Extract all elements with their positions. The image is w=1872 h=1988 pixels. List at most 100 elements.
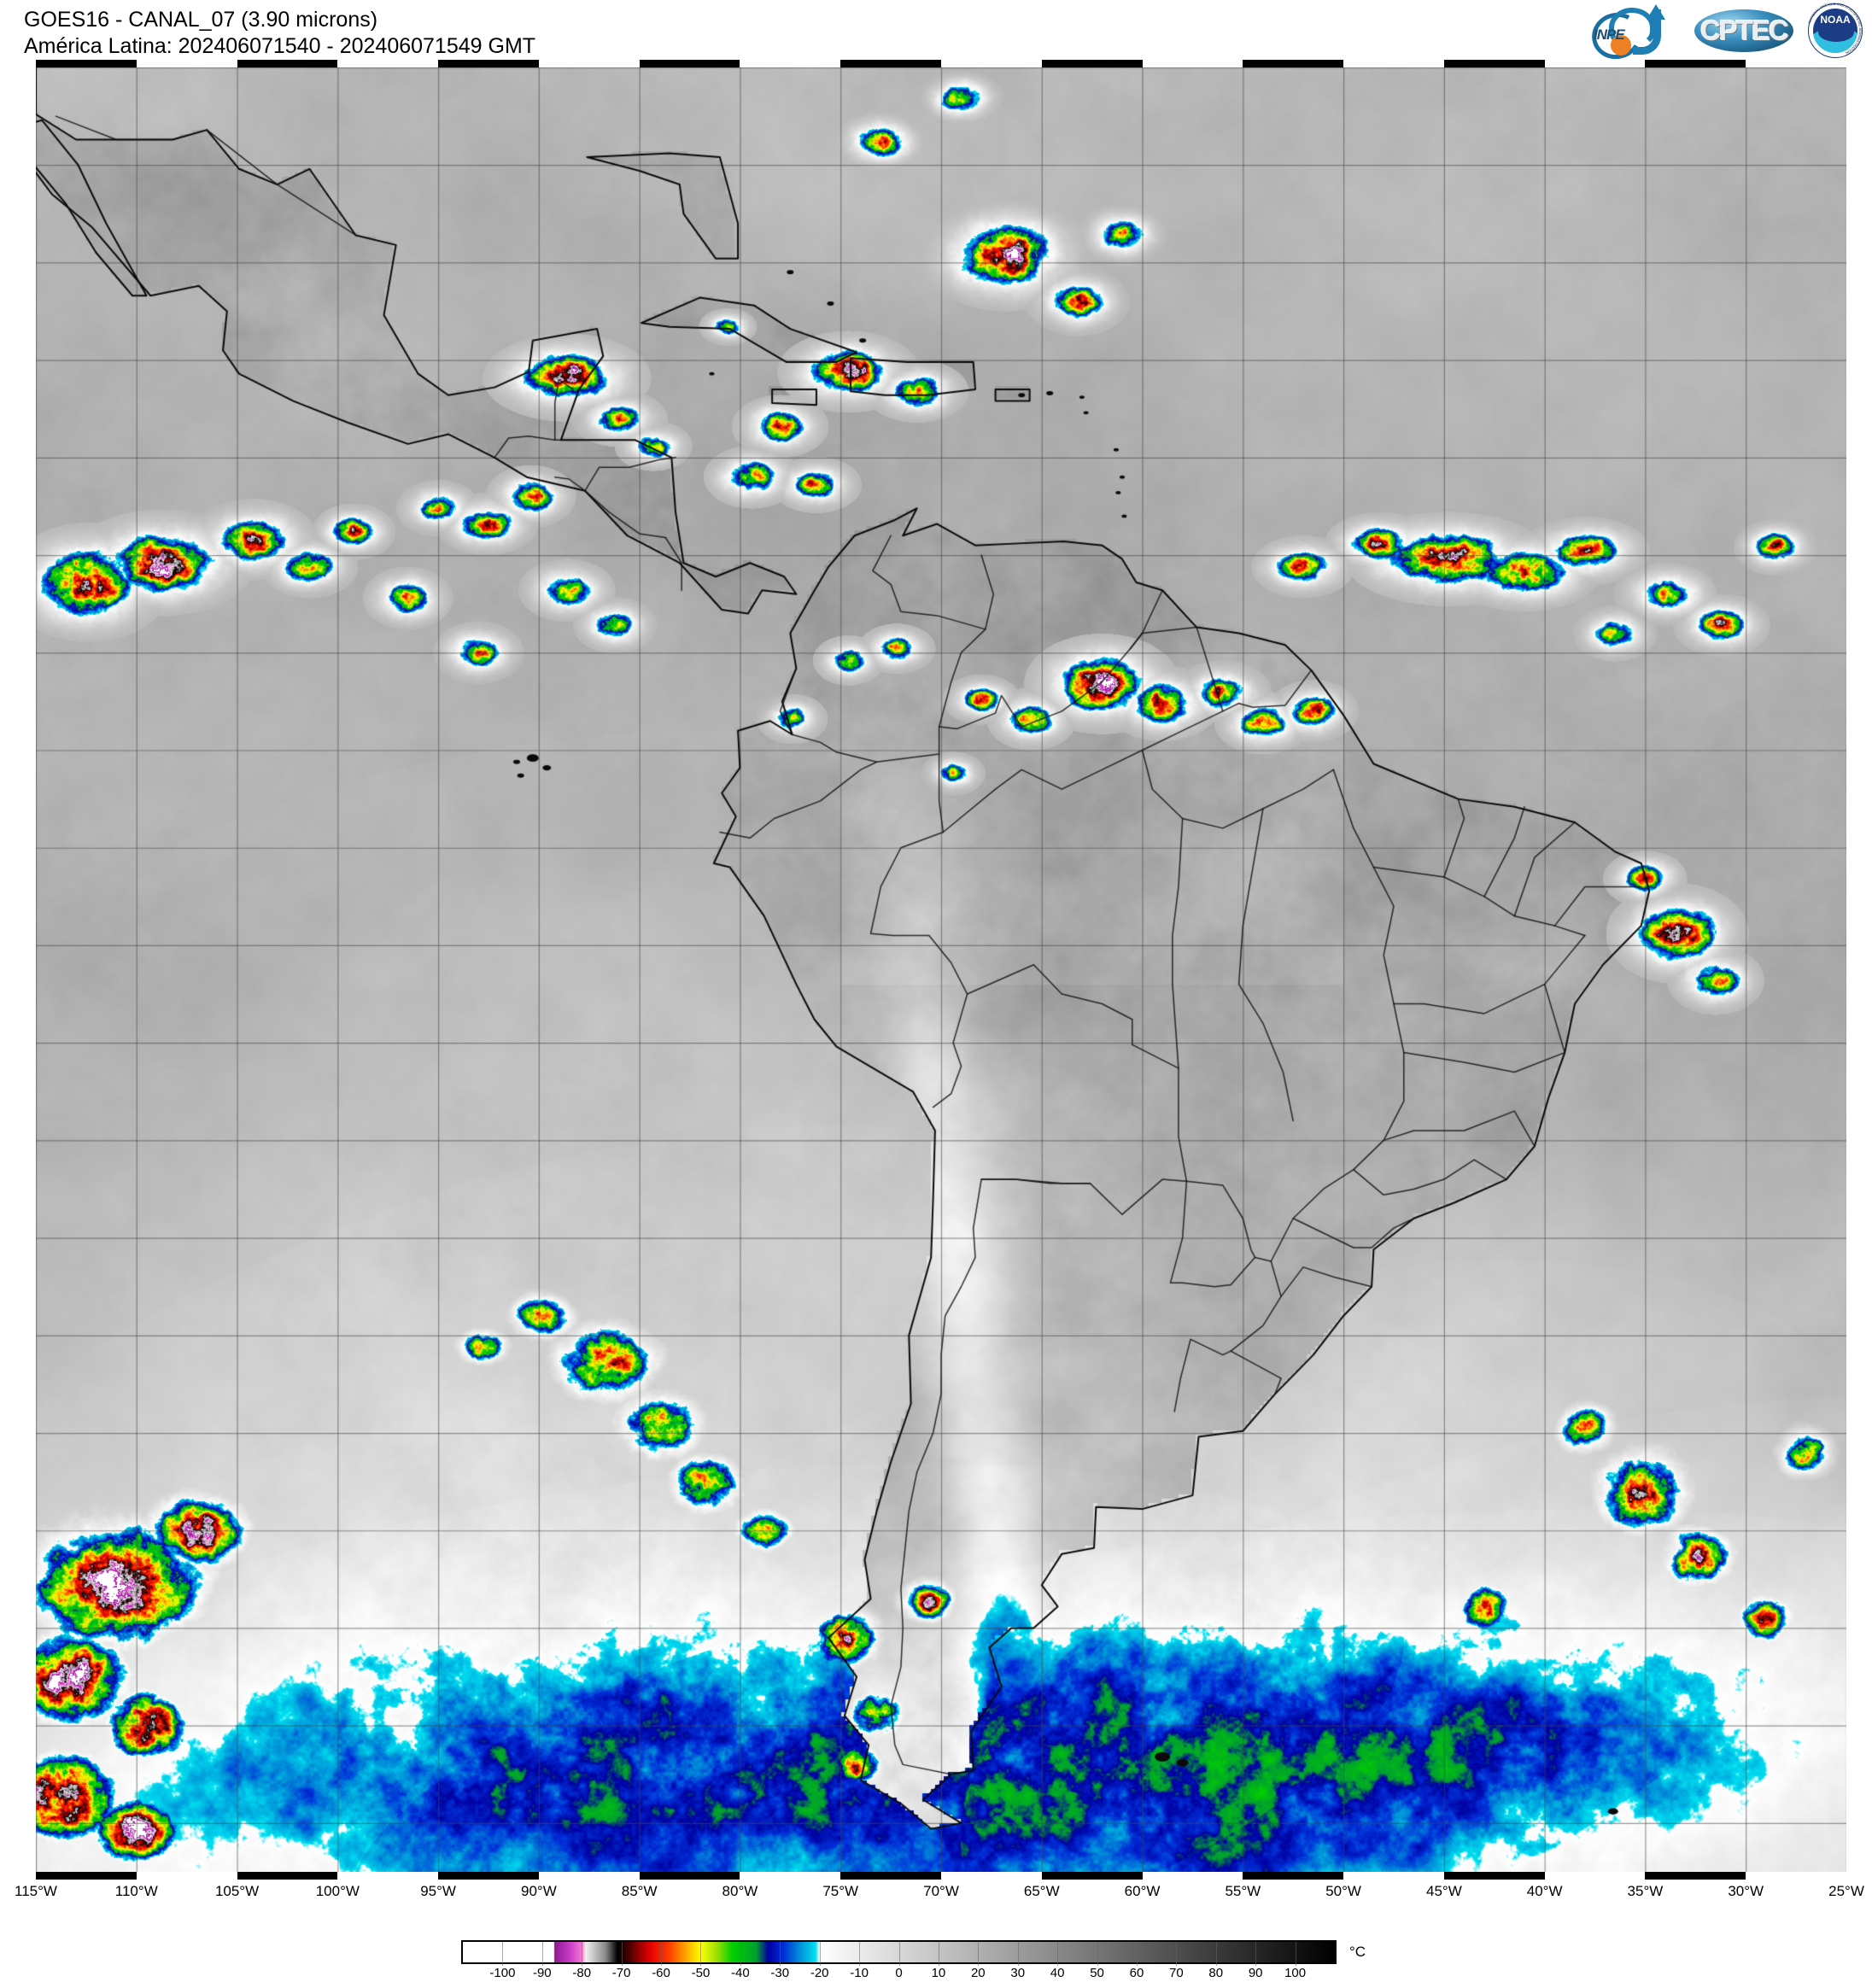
axis-tick-segment: [1041, 60, 1143, 67]
colorbar-gridline: [740, 1942, 741, 1966]
colorbar-gridline: [1136, 1942, 1138, 1966]
colorbar-gridline: [1097, 1942, 1098, 1966]
colorbar-tick: 20: [970, 1966, 986, 1980]
lon-tick-label: 105°W: [214, 1883, 260, 1899]
colorbar-tick: -60: [652, 1966, 670, 1980]
lon-tick-label: 75°W: [822, 1883, 859, 1899]
colorbar-gridline: [859, 1942, 861, 1966]
lon-tick-label: 35°W: [1627, 1883, 1664, 1899]
inpe-logo-text: INPE: [1594, 26, 1625, 43]
product-title: GOES16 - CANAL_07 (3.90 microns): [24, 8, 378, 32]
axis-tick-segment: [840, 1872, 941, 1880]
noaa-ring-text-icon: NATIONAL OCEANIC AND ATMOSPHERIC ADMINIS…: [1807, 3, 1862, 56]
cptec-globe-icon: [1694, 9, 1793, 52]
axis-tick-segment: [438, 1872, 539, 1880]
lon-tick-label: 70°W: [923, 1883, 959, 1899]
colorbar-tick: 0: [895, 1966, 903, 1980]
colorbar-tick: 60: [1129, 1966, 1144, 1980]
colorbar-gridline: [1057, 1942, 1059, 1966]
lon-tick-label: 25°W: [1828, 1883, 1864, 1899]
product-subtitle: América Latina: 202406071540 - 202406071…: [24, 34, 536, 58]
axis-tick-segment: [1041, 1872, 1143, 1880]
colorbar-tick: 40: [1050, 1966, 1065, 1980]
colorbar-tick: -20: [810, 1966, 829, 1980]
noaa-seagull-icon: [1818, 23, 1854, 42]
lon-tick-label: 115°W: [15, 1883, 57, 1899]
lon-tick-label: 30°W: [1728, 1883, 1764, 1899]
lon-tick-label: 55°W: [1225, 1883, 1261, 1899]
axis-tick-segment: [36, 1872, 137, 1880]
colorbar-gridline: [819, 1942, 821, 1966]
colorbar-tick: -10: [850, 1966, 869, 1980]
colorbar-gridline: [700, 1942, 702, 1966]
colorbar-tick: 100: [1284, 1966, 1307, 1980]
colorbar-tick: -90: [532, 1966, 552, 1980]
colorbar-tick: 10: [931, 1966, 946, 1980]
satellite-map[interactable]: [24, 60, 1858, 1880]
satellite-image: [36, 67, 1846, 1872]
logo-group: INPE CPTEC NOAA NATIONAL OCEANIC AND ATM…: [1587, 2, 1863, 65]
colorbar-tick: -50: [691, 1966, 711, 1980]
colorbar-tick: -30: [770, 1966, 790, 1980]
colorbar-tick: 90: [1248, 1966, 1263, 1980]
colorbar-legend: °C -100 -90 -80 -70 -60 -50 -40 -30 -20 -10 0 10 20 3…: [0, 1937, 1872, 1988]
lon-tick-label: 65°W: [1023, 1883, 1060, 1899]
noaa-outer-circle-icon: NOAA: [1808, 3, 1863, 58]
axis-tick-segment: [237, 1872, 338, 1880]
header-bar: GOES16 - CANAL_07 (3.90 microns) América…: [0, 0, 1872, 65]
colorbar-gridline: [1255, 1942, 1257, 1966]
map-tick-border-bottom: [36, 1872, 1846, 1880]
map-tick-border-top: [36, 60, 1846, 67]
lon-tick-label: 90°W: [520, 1883, 557, 1899]
axis-tick-segment: [1443, 1872, 1545, 1880]
colorbar-gridline: [780, 1942, 781, 1966]
colorbar-gridline: [898, 1942, 900, 1966]
colorbar-tick: -100: [489, 1966, 516, 1980]
cptec-logo: CPTEC: [1693, 3, 1795, 57]
lon-tick-label: 80°W: [722, 1883, 758, 1899]
inpe-dot-icon: [1611, 35, 1631, 56]
colorbar-tick: 30: [1010, 1966, 1026, 1980]
axis-tick-segment: [639, 60, 740, 67]
lon-tick-label: 110°W: [114, 1883, 158, 1899]
axis-tick-segment: [237, 60, 338, 67]
lon-tick-label: 85°W: [621, 1883, 658, 1899]
axis-tick-segment: [438, 60, 539, 67]
colorbar-gridline: [621, 1942, 623, 1966]
colorbar-tick: 50: [1090, 1966, 1104, 1980]
axis-tick-segment: [36, 60, 137, 67]
colorbar-tick: -40: [731, 1966, 750, 1980]
axis-tick-segment: [1645, 60, 1746, 67]
inpe-arrow-icon: [1633, 9, 1661, 55]
noaa-logo-text: NOAA: [1820, 14, 1851, 26]
noaa-inner-circle-icon: [1813, 9, 1857, 53]
colorbar-gridline: [1017, 1942, 1019, 1966]
cptec-logo-text: CPTEC: [1700, 15, 1789, 46]
colorbar-gridline: [1176, 1942, 1178, 1966]
axis-tick-segment: [1243, 1872, 1344, 1880]
colorbar-tick-labels: -100 -90 -80 -70 -60 -50 -40 -30 -20 -10 0 10 20 30 40…: [461, 1966, 1337, 1986]
colorbar-tick: -80: [572, 1966, 592, 1980]
colorbar-box: [461, 1940, 1337, 1966]
noaa-logo: NOAA NATIONAL OCEANIC AND ATMOSPHERIC AD…: [1807, 3, 1863, 58]
axis-tick-segment: [1645, 1872, 1746, 1880]
map-image-frame: [36, 67, 1846, 1872]
svg-text:NATIONAL OCEANIC AND ATMOSPHER: NATIONAL OCEANIC AND ATMOSPHERIC ADMINIS…: [1807, 3, 1862, 56]
latitude-axis: 35°N30°N25°N20°N15°N10°N5°N0°5°S10°S15°S…: [0, 60, 24, 1880]
lon-tick-label: 45°W: [1425, 1883, 1462, 1899]
colorbar-gridline: [978, 1942, 980, 1966]
lon-tick-label: 50°W: [1325, 1883, 1361, 1899]
longitude-axis: 115°W 110°W 105°W 100°W 95°W 90°W 85°W 80°W 75°W…: [15, 1880, 1864, 1909]
lon-tick-label: 40°W: [1526, 1883, 1563, 1899]
colorbar-gridline: [1215, 1942, 1217, 1966]
colorbar-tick: 80: [1208, 1966, 1224, 1980]
inpe-logo: INPE: [1587, 3, 1681, 65]
axis-tick-segment: [840, 60, 941, 67]
colorbar-tick: 70: [1169, 1966, 1184, 1980]
lon-tick-label: 60°W: [1124, 1883, 1161, 1899]
axis-tick-segment: [1443, 60, 1545, 67]
axis-tick-segment: [639, 1872, 740, 1880]
lon-tick-label: 100°W: [315, 1883, 360, 1899]
axis-tick-segment: [1243, 60, 1344, 67]
colorbar-gridline: [541, 1942, 543, 1966]
